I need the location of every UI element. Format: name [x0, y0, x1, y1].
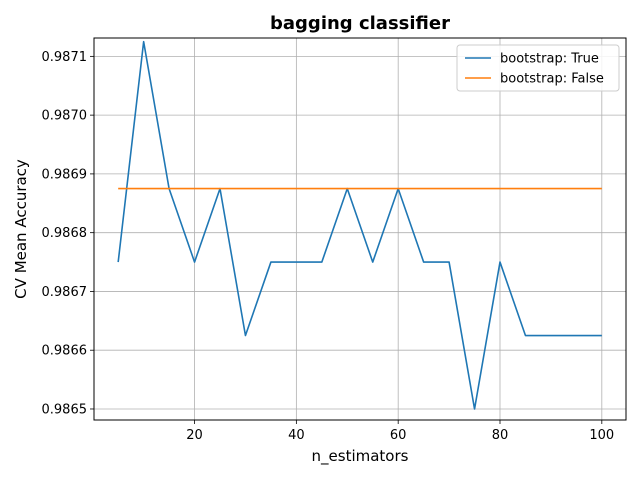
data-point — [423, 188, 425, 190]
legend: bootstrap: True bootstrap: False — [456, 44, 620, 92]
data-point — [321, 261, 323, 263]
y-tick-label: 0.9870 — [42, 109, 88, 124]
data-point — [245, 188, 247, 190]
data-point — [525, 335, 527, 337]
data-point — [245, 335, 247, 337]
y-tick-label: 0.9868 — [42, 226, 88, 241]
y-tick-label: 0.9871 — [42, 50, 88, 65]
data-point — [372, 188, 374, 190]
x-tick-label: 60 — [390, 428, 407, 443]
y-tick-label: 0.9866 — [42, 344, 88, 359]
data-point — [499, 261, 501, 263]
x-tick-label: 40 — [288, 428, 305, 443]
chart-title: bagging classifier — [270, 13, 450, 34]
data-point — [321, 188, 323, 190]
data-point — [525, 188, 527, 190]
data-point — [474, 188, 476, 190]
y-tick-label: 0.9869 — [42, 167, 88, 182]
legend-box — [456, 44, 620, 92]
data-point — [601, 335, 603, 337]
data-point — [143, 188, 145, 190]
x-tick-label: 100 — [589, 428, 614, 443]
data-point — [448, 261, 450, 263]
data-point — [270, 188, 272, 190]
series-line-1 — [117, 40, 602, 410]
series-layer — [117, 40, 603, 410]
data-point — [397, 188, 399, 190]
y-tick-label: 0.9867 — [42, 285, 88, 300]
x-axis-label: n_estimators — [312, 447, 409, 466]
data-point — [499, 188, 501, 190]
data-point — [219, 188, 221, 190]
data-point — [168, 188, 170, 190]
data-point — [372, 261, 374, 263]
data-point — [423, 261, 425, 263]
legend-label: bootstrap: False — [500, 72, 604, 87]
y-axis-label: CV Mean Accuracy — [12, 159, 30, 299]
plot-frame — [93, 37, 627, 421]
data-point — [550, 335, 552, 337]
data-point — [143, 41, 145, 43]
data-point — [550, 188, 552, 190]
x-tick-label: 80 — [492, 428, 509, 443]
data-point — [576, 335, 578, 337]
data-point — [346, 188, 348, 190]
data-point — [194, 188, 196, 190]
data-point — [601, 188, 603, 190]
y-tick-label: 0.9865 — [42, 402, 88, 417]
data-point — [474, 408, 476, 410]
legend-label: bootstrap: True — [500, 52, 599, 67]
data-point — [576, 188, 578, 190]
ticks: 20 40 60 80 100 0.9865 0.9866 0.9867 0.9868 0.986… — [42, 50, 615, 443]
data-point — [117, 188, 119, 190]
data-point — [296, 261, 298, 263]
data-point — [194, 261, 196, 263]
x-tick-label: 20 — [186, 428, 203, 443]
data-point — [448, 188, 450, 190]
data-point — [270, 261, 272, 263]
data-point — [117, 261, 119, 263]
grid — [94, 38, 626, 420]
data-point — [296, 188, 298, 190]
